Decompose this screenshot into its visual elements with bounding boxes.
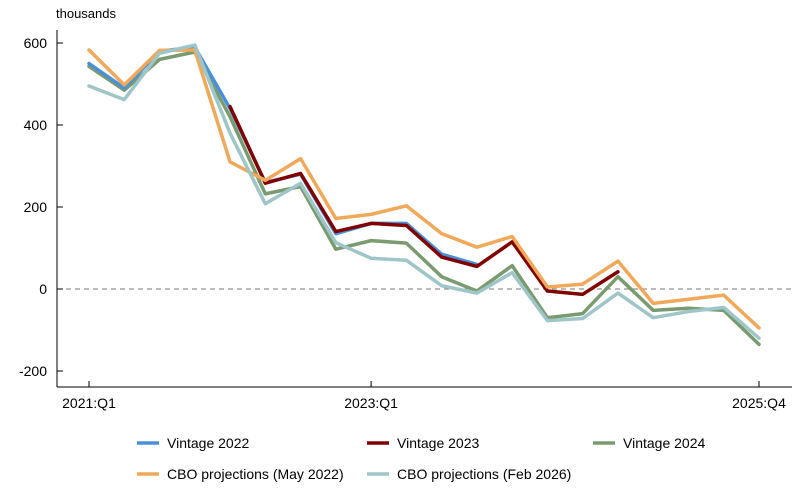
x-tick-label: 2021:Q1 bbox=[62, 395, 116, 411]
legend-label: Vintage 2024 bbox=[623, 435, 705, 451]
legend-item-4: CBO projections (May 2022) bbox=[137, 466, 344, 482]
legend-item-3: Vintage 2024 bbox=[593, 435, 705, 451]
series-line-3 bbox=[87, 50, 761, 347]
series-line-4 bbox=[87, 48, 761, 330]
series-layer bbox=[87, 43, 761, 347]
legend-label: CBO projections (Feb 2026) bbox=[397, 466, 571, 482]
legend-label: Vintage 2023 bbox=[397, 435, 479, 451]
series-line-1 bbox=[87, 45, 479, 267]
y-tick-label: 400 bbox=[24, 117, 48, 133]
y-tick-label: 600 bbox=[24, 35, 48, 51]
legend-label: Vintage 2022 bbox=[167, 435, 249, 451]
x-tick-label: 2025:Q4 bbox=[732, 395, 786, 411]
series-line-5 bbox=[87, 43, 761, 340]
y-tick-label: -200 bbox=[19, 363, 47, 379]
x-tick-label: 2023:Q1 bbox=[344, 395, 398, 411]
series-line-2 bbox=[228, 104, 620, 297]
legend-item-2: Vintage 2023 bbox=[367, 435, 479, 451]
legend-item-1: Vintage 2022 bbox=[137, 435, 249, 451]
legend-label: CBO projections (May 2022) bbox=[167, 466, 344, 482]
legend: Vintage 2022 Vintage 2023 Vintage 2024 CBO … bbox=[137, 435, 705, 482]
axes: -200 0 200 400 600 2021:Q1 2023:Q1 2025:Q4 bbox=[19, 30, 792, 411]
y-tick-label: 0 bbox=[39, 281, 47, 297]
y-unit-label: thousands bbox=[56, 6, 116, 21]
y-tick-label: 200 bbox=[24, 199, 48, 215]
legend-item-5: CBO projections (Feb 2026) bbox=[367, 466, 571, 482]
